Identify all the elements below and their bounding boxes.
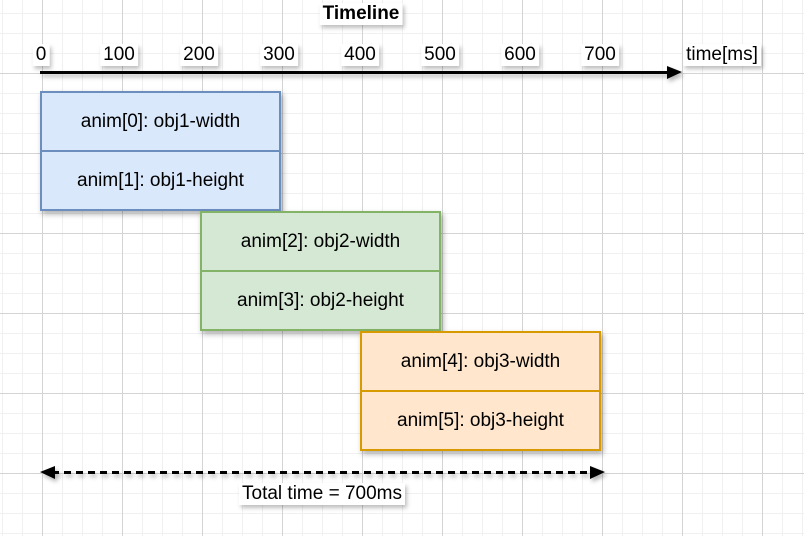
axis-tick-400: 400	[341, 44, 379, 66]
total-time-arrow	[40, 466, 605, 479]
arrowhead-right-icon	[590, 466, 605, 479]
anim-bar-4: anim[4]: obj3-width	[360, 331, 601, 392]
axis-tick-500: 500	[421, 44, 459, 66]
anim-bar-3: anim[3]: obj2-height	[200, 270, 441, 331]
axis-line	[40, 71, 669, 74]
axis-tick-600: 600	[501, 44, 539, 66]
anim-bar-1: anim[1]: obj1-height	[40, 150, 281, 211]
axis-unit-label: time[ms]	[683, 44, 761, 66]
track-obj1: anim[0]: obj1-width anim[1]: obj1-height	[40, 91, 281, 211]
axis-tick-0: 0	[32, 44, 50, 66]
axis-tick-300: 300	[260, 44, 298, 66]
track-obj3: anim[4]: obj3-width anim[5]: obj3-height	[360, 331, 601, 451]
anim-bar-5: anim[5]: obj3-height	[360, 390, 601, 451]
diagram-title: Timeline	[319, 3, 403, 25]
axis-tick-100: 100	[100, 44, 138, 66]
track-obj2: anim[2]: obj2-width anim[3]: obj2-height	[200, 211, 441, 331]
axis-tick-200: 200	[180, 44, 218, 66]
anim-bar-0: anim[0]: obj1-width	[40, 91, 281, 152]
total-time-label: Total time = 700ms	[239, 483, 405, 505]
arrowhead-left-icon	[40, 466, 55, 479]
axis-tick-700: 700	[581, 44, 619, 66]
anim-bar-2: anim[2]: obj2-width	[200, 211, 441, 272]
dashed-line	[52, 471, 593, 474]
axis-arrowhead-icon	[667, 66, 682, 79]
